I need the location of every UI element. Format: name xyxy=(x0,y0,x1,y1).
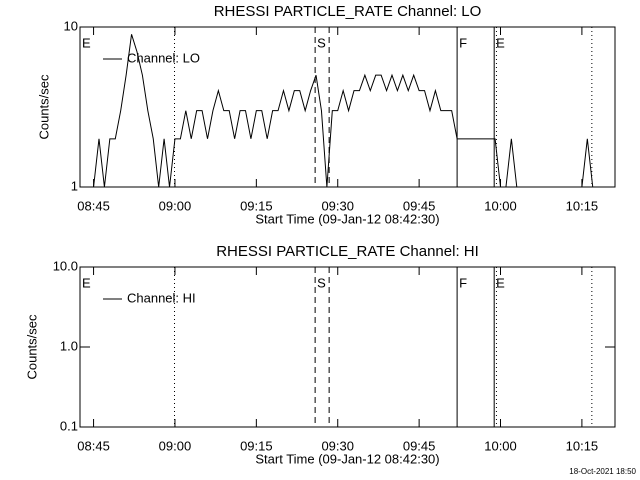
chart-title: RHESSI PARTICLE_RATE Channel: HI xyxy=(216,243,479,260)
y-axis-label: Counts/sec xyxy=(36,74,51,140)
x-tick-label: 10:00 xyxy=(484,198,517,213)
flag-label: S xyxy=(317,275,326,290)
flag-label: E xyxy=(82,35,91,50)
chart-title: RHESSI PARTICLE_RATE Channel: LO xyxy=(214,3,482,20)
flag-label: E xyxy=(82,275,91,290)
y-tick-label: 1 xyxy=(71,178,78,193)
x-tick-label: 09:45 xyxy=(403,438,436,453)
x-tick-label: 10:00 xyxy=(484,438,517,453)
x-tick-label: 09:00 xyxy=(159,438,192,453)
x-tick-label: 09:15 xyxy=(240,198,273,213)
y-tick-label: 1.0 xyxy=(60,338,78,353)
x-tick-label: 10:15 xyxy=(566,438,599,453)
x-tick-label: 09:00 xyxy=(159,198,192,213)
x-tick-label: 09:45 xyxy=(403,198,436,213)
x-tick-label: 08:45 xyxy=(77,438,110,453)
flag-label: E xyxy=(496,35,505,50)
flag-label: F xyxy=(459,275,467,290)
x-tick-label: 09:15 xyxy=(240,438,273,453)
x-tick-label: 09:30 xyxy=(321,438,354,453)
flag-label: E xyxy=(496,275,505,290)
x-axis-label: Start Time (09-Jan-12 08:42:30) xyxy=(255,451,439,466)
y-tick-label: 0.1 xyxy=(60,418,78,433)
flag-label: S xyxy=(317,35,326,50)
data-line xyxy=(93,34,594,188)
x-tick-label: 09:30 xyxy=(321,198,354,213)
y-tick-label: 10 xyxy=(64,18,78,33)
flag-label: F xyxy=(459,35,467,50)
x-tick-label: 08:45 xyxy=(77,198,110,213)
x-tick-label: 10:15 xyxy=(566,198,599,213)
footer: 18-Oct-2021 18:50 xyxy=(569,467,636,476)
y-tick-label: 10.0 xyxy=(53,258,78,273)
legend-label: Channel: HI xyxy=(127,290,196,305)
y-axis-label: Counts/sec xyxy=(24,314,39,380)
x-axis-label: Start Time (09-Jan-12 08:42:30) xyxy=(255,211,439,226)
legend-label: Channel: LO xyxy=(127,50,200,65)
